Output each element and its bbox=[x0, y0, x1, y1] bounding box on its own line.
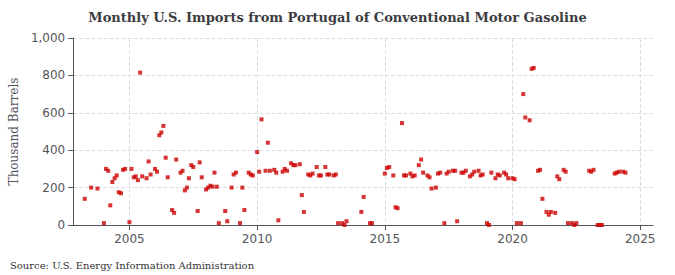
svg-text:Source: U.S. Energy Informatio: Source: U.S. Energy Information Administ… bbox=[10, 260, 255, 271]
svg-text:0: 0 bbox=[58, 218, 66, 232]
svg-text:200: 200 bbox=[42, 181, 65, 195]
svg-text:2005: 2005 bbox=[114, 232, 145, 246]
svg-text:800: 800 bbox=[42, 68, 65, 82]
svg-text:2020: 2020 bbox=[497, 232, 528, 246]
svg-text:2010: 2010 bbox=[242, 232, 273, 246]
svg-text:2015: 2015 bbox=[370, 232, 401, 246]
svg-text:400: 400 bbox=[42, 143, 65, 157]
svg-text:1,000: 1,000 bbox=[31, 31, 65, 45]
svg-text:Thousand Barrels: Thousand Barrels bbox=[7, 78, 21, 186]
svg-text:Monthly U.S. Imports from Port: Monthly U.S. Imports from Portugal of Co… bbox=[88, 10, 586, 25]
svg-text:600: 600 bbox=[42, 106, 65, 120]
svg-text:2025: 2025 bbox=[625, 232, 656, 246]
